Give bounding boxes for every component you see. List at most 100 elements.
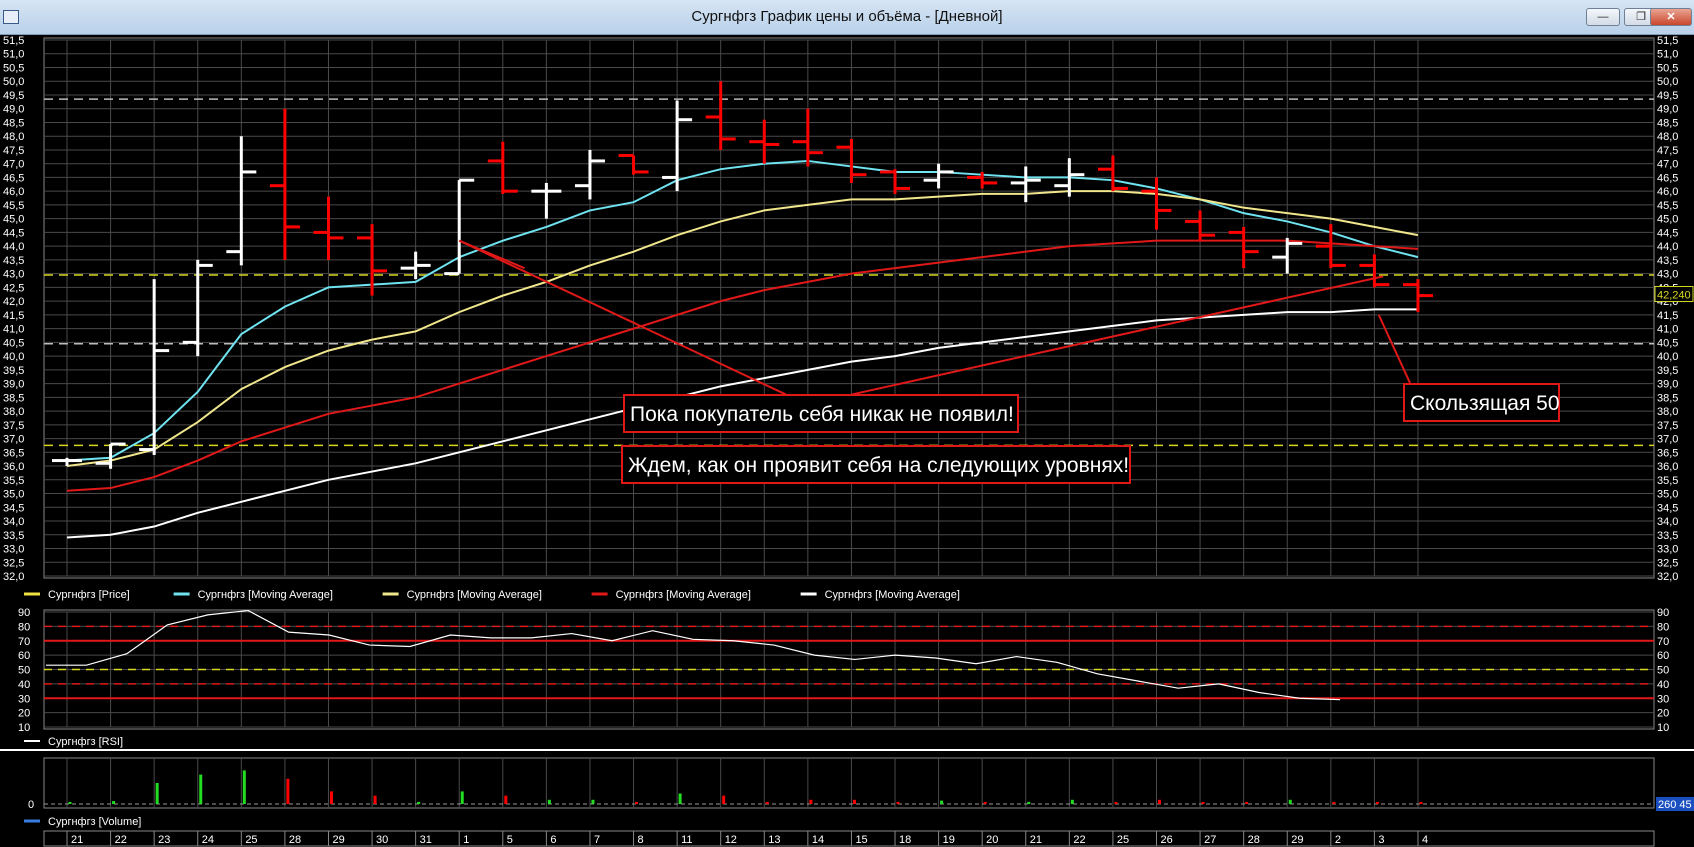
- last-price-label: 42,240: [1657, 290, 1691, 302]
- ohlc-bar: [967, 171, 998, 189]
- ohlc-bar: [792, 108, 823, 167]
- ohlc-bar: [531, 182, 562, 219]
- ohlc-bar: [444, 178, 475, 276]
- annotation-text: Ждем, как он проявит себя на следующих у…: [628, 454, 1129, 477]
- price-tick-right: 40,5: [1657, 337, 1678, 349]
- date-tick-label: 21: [1030, 834, 1042, 846]
- price-tick-right: 36,5: [1657, 447, 1678, 459]
- price-tick-right: 50,5: [1657, 62, 1678, 74]
- price-tick-left: 42,0: [3, 296, 24, 308]
- legend-label: Сургнфгз [Price]: [48, 589, 130, 601]
- date-tick-label: 14: [812, 834, 824, 846]
- legend-label: Сургнфгз [Moving Average]: [616, 589, 751, 601]
- ohlc-bar: [52, 457, 82, 467]
- price-tick-right: 50,0: [1657, 76, 1678, 88]
- price-tick-left: 43,0: [3, 269, 24, 281]
- ohlc-bar: [1402, 279, 1433, 313]
- volume-last-tag: [1656, 797, 1694, 811]
- price-tick-right: 49,5: [1657, 90, 1678, 102]
- price-tick-right: 38,0: [1657, 406, 1678, 418]
- rsi-tick-right: 40: [1657, 679, 1669, 691]
- chart-canvas[interactable]: 32,0 32,032,5 32,533,0 33,033,5 33,534,0 34,0…: [0, 35, 1694, 847]
- price-tick-left: 36,5: [3, 447, 24, 459]
- ohlc-bar: [357, 224, 388, 296]
- price-tick-right: 39,5: [1657, 365, 1678, 377]
- price-tick-right: 51,0: [1657, 49, 1678, 61]
- rsi-tick-left: 60: [18, 650, 30, 662]
- price-tick-right: 48,5: [1657, 117, 1678, 129]
- rsi-tick-right: 60: [1657, 650, 1669, 662]
- price-tick-right: 43,5: [1657, 255, 1678, 267]
- price-tick-left: 32,5: [3, 557, 24, 569]
- ohlc-bar: [1315, 224, 1346, 269]
- ohlc-bar: [182, 259, 213, 357]
- price-tick-right: 47,0: [1657, 159, 1678, 171]
- price-tick-right: 33,5: [1657, 530, 1678, 542]
- price-tick-left: 37,0: [3, 434, 24, 446]
- volume-tick-left: 0: [28, 799, 34, 811]
- ohlc-bar: [1185, 210, 1216, 241]
- price-tick-left: 35,0: [3, 489, 24, 501]
- ohlc-bar: [1272, 237, 1303, 274]
- price-tick-left: 51,5: [3, 35, 24, 47]
- rsi-tick-right: 10: [1657, 722, 1669, 734]
- annotation-arrow: [851, 275, 1384, 396]
- price-tick-left: 40,0: [3, 351, 24, 363]
- legend-label: Сургнфгз [RSI]: [48, 736, 123, 748]
- date-tick-label: 29: [332, 834, 344, 846]
- date-tick-label: 8: [638, 834, 644, 846]
- price-tick-right: 35,0: [1657, 489, 1678, 501]
- price-tick-left: 33,0: [3, 544, 24, 556]
- rsi-tick-left: 20: [18, 708, 30, 720]
- date-tick-label: 28: [289, 834, 301, 846]
- price-tick-right: 32,5: [1657, 557, 1678, 569]
- price-tick-right: 45,5: [1657, 200, 1678, 212]
- price-panel-frame: [43, 37, 1655, 579]
- annotation-text: Скользящая 50: [1410, 392, 1560, 415]
- legend-label: Сургнфгз [Moving Average]: [407, 589, 542, 601]
- price-tick-right: 37,0: [1657, 434, 1678, 446]
- annotation-text: Пока покупатель себя никак не появил!: [630, 403, 1014, 426]
- legend-label: Сургнфгз [Moving Average]: [825, 589, 960, 601]
- rsi-tick-left: 90: [18, 607, 30, 619]
- date-tick-label: 13: [768, 834, 780, 846]
- price-tick-right: 33,0: [1657, 544, 1678, 556]
- ohlc-bar: [618, 153, 649, 175]
- annotation-arrow: [1377, 314, 1411, 384]
- date-tick-label: 22: [115, 834, 127, 846]
- window-titlebar[interactable]: Сургнфгз График цены и объёма - [Дневной…: [0, 0, 1694, 35]
- price-tick-right: 47,5: [1657, 145, 1678, 157]
- app-icon[interactable]: [3, 10, 19, 24]
- ohlc-bar: [836, 138, 867, 183]
- price-tick-right: 34,0: [1657, 516, 1678, 528]
- date-tick-label: 27: [1204, 834, 1216, 846]
- ohlc-bar: [574, 149, 605, 200]
- price-tick-left: 39,5: [3, 365, 24, 377]
- date-tick-label: 7: [594, 834, 600, 846]
- price-tick-left: 36,0: [3, 461, 24, 473]
- price-tick-left: 48,0: [3, 131, 24, 143]
- close-button[interactable]: ✕: [1650, 8, 1692, 26]
- price-tick-left: 48,5: [3, 117, 24, 129]
- ohlc-bar: [139, 279, 170, 456]
- ohlc-bar: [880, 169, 911, 194]
- price-tick-left: 45,0: [3, 214, 24, 226]
- date-tick-label: 3: [1378, 834, 1384, 846]
- annotation-box: [1403, 383, 1560, 422]
- ohlc-bar: [95, 442, 126, 469]
- date-tick-label: 22: [1073, 834, 1085, 846]
- price-tick-right: 32,0: [1657, 571, 1678, 583]
- date-tick-label: 15: [855, 834, 867, 846]
- price-tick-left: 43,5: [3, 255, 24, 267]
- price-tick-right: 44,0: [1657, 241, 1678, 253]
- date-tick-label: 4: [1422, 834, 1428, 846]
- price-tick-right: 39,0: [1657, 379, 1678, 391]
- ohlc-bar: [400, 251, 431, 280]
- price-tick-right: 46,0: [1657, 186, 1678, 198]
- rsi-tick-left: 10: [18, 722, 30, 734]
- legend-label: Сургнфгз [Moving Average]: [198, 589, 333, 601]
- ohlc-bar: [269, 108, 300, 260]
- price-tick-left: 50,0: [3, 76, 24, 88]
- minimize-button[interactable]: —: [1586, 8, 1620, 26]
- date-tick-label: 25: [245, 834, 257, 846]
